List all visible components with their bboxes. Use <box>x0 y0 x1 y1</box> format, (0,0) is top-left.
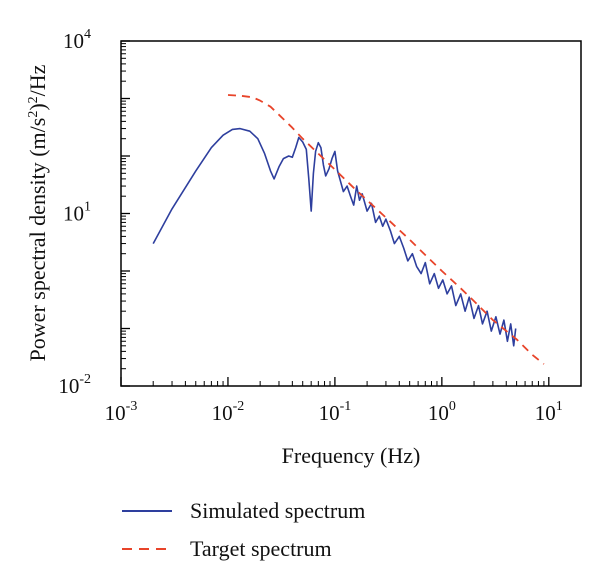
x-axis-ticks: 10-3 10-2 10-1 100 101 <box>105 377 563 425</box>
x-tick-label: 10-2 <box>212 399 245 425</box>
legend: Simulated spectrum Target spectrum <box>122 498 365 561</box>
x-tick-label: 10-3 <box>105 399 138 425</box>
series-layer <box>152 94 545 365</box>
x-axis-label: Frequency (Hz) <box>282 443 421 468</box>
x-tick-label: 101 <box>535 399 563 425</box>
legend-label-simulated: Simulated spectrum <box>190 498 365 523</box>
y-tick-label: 10-2 <box>58 372 91 398</box>
x-tick-label: 100 <box>428 399 456 425</box>
y-axis-ticks: 10-2 101 104 <box>58 27 130 398</box>
target-spectrum-line <box>227 94 545 365</box>
y-tick-label: 101 <box>63 200 91 226</box>
x-tick-label: 10-1 <box>319 399 352 425</box>
simulated-spectrum-line <box>152 127 517 347</box>
y-axis-label: Power spectral density (m/s2)2/Hz <box>25 64 50 361</box>
y-tick-label: 104 <box>63 27 91 53</box>
legend-label-target: Target spectrum <box>190 536 332 561</box>
